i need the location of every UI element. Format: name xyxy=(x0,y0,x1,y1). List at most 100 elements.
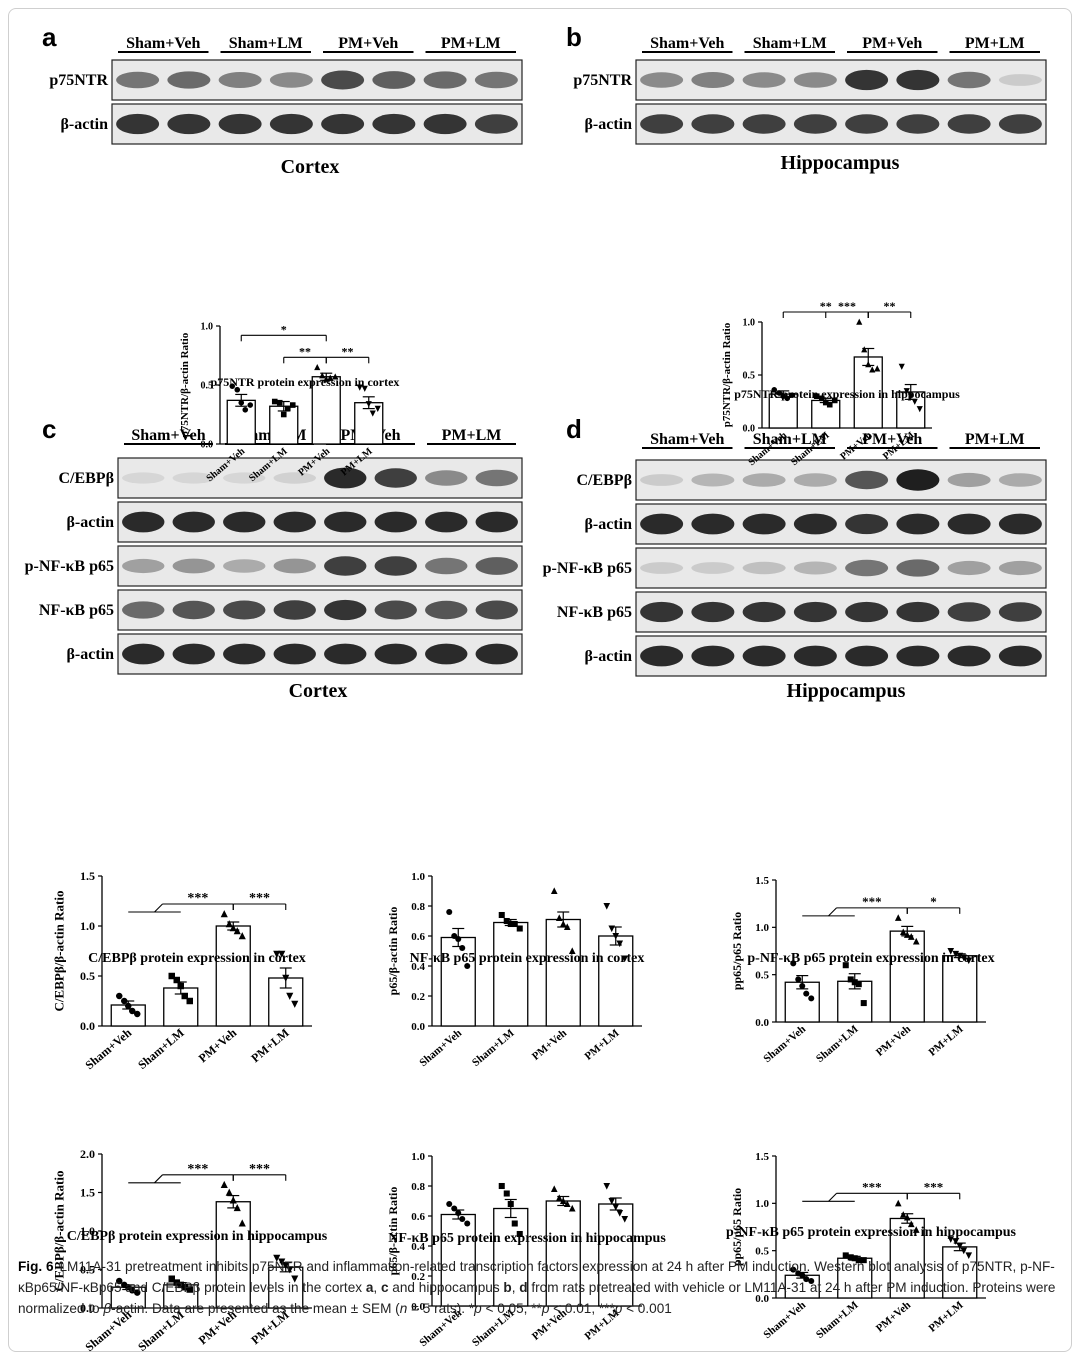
x-axis-title: p-NF-κB p65 protein expression in cortex xyxy=(747,951,994,966)
data-point xyxy=(186,997,193,1005)
blot-band xyxy=(324,643,367,665)
data-point xyxy=(826,401,833,408)
y-tick-label: 0.5 xyxy=(80,1263,95,1277)
blot-band xyxy=(742,645,786,667)
blot-band xyxy=(172,643,215,665)
region-label-cortex-c: Cortex xyxy=(288,680,348,702)
blot-group-label: PM+LM xyxy=(441,35,501,52)
data-point xyxy=(280,411,287,418)
blot-band xyxy=(374,643,417,665)
data-point xyxy=(799,983,806,990)
y-axis-title: C/EBPβ/β-actin Ratio xyxy=(52,891,67,1012)
y-tick-label: 0.5 xyxy=(743,371,756,382)
figure-caption: Fig. 6 LM11A-31 pretreatment inhibits p75… xyxy=(18,1256,1058,1319)
data-point xyxy=(568,947,576,955)
caption-text-8: < 0.001 xyxy=(622,1301,672,1316)
blot-band xyxy=(947,472,991,488)
data-point xyxy=(894,1199,902,1207)
data-point xyxy=(795,976,802,983)
region-label-hippocampus-b: Hippocampus xyxy=(780,152,900,174)
data-point xyxy=(284,405,291,412)
data-point xyxy=(459,1215,466,1223)
blot-band xyxy=(998,602,1042,622)
data-point xyxy=(550,887,558,895)
data-point xyxy=(907,393,914,400)
data-point xyxy=(822,399,829,406)
data-point xyxy=(332,373,339,380)
data-point xyxy=(242,406,249,413)
y-axis-title: p75NTR/β-actin Ratio xyxy=(721,322,733,427)
data-point xyxy=(173,1279,180,1286)
y-axis-title: p65/β-actin Ratio xyxy=(386,907,400,996)
blot-band xyxy=(742,601,786,623)
blot-band xyxy=(998,473,1042,487)
figure-frame xyxy=(8,8,1072,1352)
bar-chart-p65-hippocampus: 0.0 0.2 0.4 0.6 0.8 1.0 p65/β-actin Ratio Sham+… xyxy=(378,994,718,1349)
blot-row-label: C/EBPβ xyxy=(576,472,632,489)
blot-row-label: NF-κB p65 xyxy=(557,604,632,621)
blot-band xyxy=(474,114,518,134)
sig-label: *** xyxy=(862,1179,882,1194)
caption-n: n xyxy=(399,1301,408,1316)
blot-band xyxy=(321,113,365,135)
blot-band xyxy=(223,472,266,484)
data-point xyxy=(181,1283,188,1291)
blot-band xyxy=(793,114,837,134)
blot-band xyxy=(793,473,837,487)
blot-band xyxy=(324,511,367,533)
data-point xyxy=(455,1209,462,1217)
blot-band xyxy=(223,559,266,573)
blot-band xyxy=(998,74,1042,86)
data-point xyxy=(129,1007,136,1015)
blot-band xyxy=(374,556,417,576)
blot-band xyxy=(223,600,266,620)
blot-band xyxy=(425,600,468,620)
blot-band xyxy=(640,601,684,623)
data-point xyxy=(612,932,620,940)
blot-row-label: β-actin xyxy=(66,646,114,663)
data-point xyxy=(912,937,920,945)
region-label-hippocampus-d: Hippocampus xyxy=(786,680,906,702)
data-point xyxy=(621,1215,629,1223)
data-point xyxy=(803,990,810,997)
western-blot-c-svg: Sham+VehSham+LMPM+VehPM+LMC/EBPββ-actinp… xyxy=(25,427,523,675)
data-point xyxy=(912,1226,920,1233)
caption-p-1: p xyxy=(474,1301,482,1316)
blot-band xyxy=(172,511,215,533)
y-axis-title: pp65/p65 Ratio xyxy=(730,1188,744,1266)
blot-band xyxy=(475,643,518,665)
data-point xyxy=(121,997,128,1005)
blot-band xyxy=(273,472,316,484)
x-axis-title: C/EBPβ protein expression in hippocampus xyxy=(67,1229,328,1244)
caption-ref-b: b xyxy=(503,1280,512,1295)
blot-band xyxy=(691,562,735,574)
data-point xyxy=(952,950,960,958)
data-point xyxy=(276,399,283,406)
data-point xyxy=(621,955,629,963)
blot-band xyxy=(172,600,215,620)
blot-band xyxy=(640,474,684,486)
data-point xyxy=(271,398,278,405)
y-tick-label: 2.0 xyxy=(80,1147,95,1161)
blot-band xyxy=(793,561,837,575)
sig-label: *** xyxy=(249,891,270,906)
figure-number: Fig. 6 xyxy=(18,1259,54,1274)
blot-row-label: p-NF-κB p65 xyxy=(543,560,632,577)
data-point xyxy=(356,384,363,391)
blot-band xyxy=(896,114,940,134)
blot-group-label: Sham+Veh xyxy=(131,427,205,444)
blot-row-label: NF-κB p65 xyxy=(39,602,114,619)
blot-band xyxy=(218,72,262,88)
blot-band xyxy=(896,601,940,623)
data-point xyxy=(229,924,237,932)
sig-label: *** xyxy=(187,1162,208,1177)
blot-band xyxy=(998,114,1042,134)
y-tick-label: 1.0 xyxy=(201,322,214,333)
y-tick-label: 0.0 xyxy=(201,440,214,451)
blot-band xyxy=(947,513,991,535)
data-point xyxy=(464,1220,471,1227)
blot-band xyxy=(793,601,837,623)
y-tick-label: 0.5 xyxy=(755,970,769,982)
x-axis-title: p-NF-κB p65 protein expression in hippoc… xyxy=(726,1225,1017,1240)
blot-band xyxy=(691,601,735,623)
